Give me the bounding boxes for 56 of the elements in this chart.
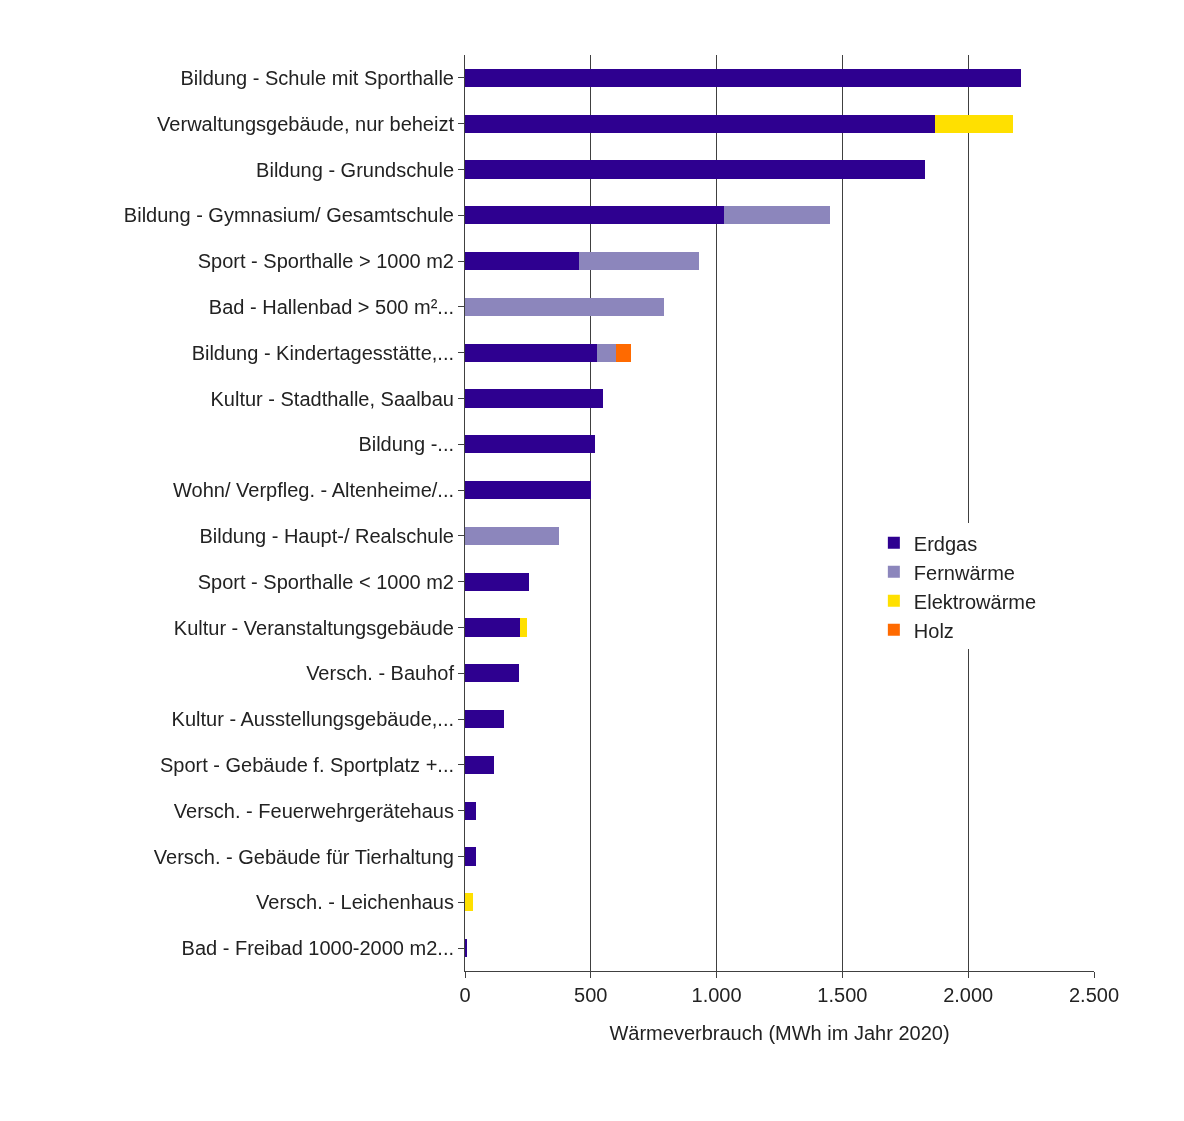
y-tick-label: Bildung - Kindertagesstätte,... xyxy=(191,341,454,364)
bar xyxy=(465,709,504,729)
x-tick-label: 1.500 xyxy=(817,984,868,1006)
y-tick-label: Bildung - Schule mit Sporthalle xyxy=(180,66,454,89)
bar xyxy=(465,618,521,637)
y-tick-label: Sport - Sporthalle > 1000 m2 xyxy=(197,250,454,273)
x-tick-label: 500 xyxy=(574,984,608,1006)
y-tick-label: Bad - Hallenbad > 500 m²... xyxy=(208,295,454,318)
legend-label: Elektrowärme xyxy=(913,590,1037,613)
y-tick-label: Kultur - Stadthalle, Saalbau xyxy=(210,387,454,410)
bar xyxy=(465,526,560,546)
bar xyxy=(465,664,520,683)
x-tick-label: 1.000 xyxy=(691,984,742,1006)
bar xyxy=(465,801,477,820)
legend-label: Fernwärme xyxy=(913,561,1015,584)
y-tick-label: Versch. - Bauhof xyxy=(306,662,455,685)
bar xyxy=(465,572,530,591)
y-tick-label: Kultur - Ausstellungsgebäude,... xyxy=(171,708,454,731)
y-tick-label: Versch. - Feuerwehrgerätehaus xyxy=(173,799,454,822)
bar xyxy=(465,297,664,317)
bar xyxy=(465,389,604,408)
bar xyxy=(465,847,477,866)
y-tick-label: Kultur - Veranstaltungsgebäude xyxy=(173,616,454,639)
bar xyxy=(465,893,473,912)
y-tick-label: Versch. - Leichenhaus xyxy=(256,891,454,914)
y-tick-label: Bildung -... xyxy=(358,433,454,456)
x-tick-label: 2.000 xyxy=(943,984,994,1006)
bar xyxy=(615,343,632,362)
y-tick-label: Sport - Gebäude f. Sportplatz +... xyxy=(159,753,454,776)
x-tick-label: 2.500 xyxy=(1068,984,1120,1006)
y-tick-label: Bildung - Grundschule xyxy=(256,158,454,181)
bar xyxy=(520,618,527,637)
bar xyxy=(579,251,699,271)
legend-label: Erdgas xyxy=(913,532,978,555)
bar xyxy=(465,160,926,179)
y-tick-label: Bildung - Gymnasium/ Gesamtschule xyxy=(123,204,454,227)
y-tick-label: Sport - Sporthalle < 1000 m2 xyxy=(197,570,454,593)
y-tick-label: Versch. - Gebäude für Tierhaltung xyxy=(153,845,454,868)
x-tick-label: 0 xyxy=(459,984,471,1006)
x-axis-title: Wärmeverbrauch (MWh im Jahr 2020) xyxy=(609,1021,950,1044)
bar xyxy=(465,68,1022,88)
bar xyxy=(465,343,598,362)
bar xyxy=(935,114,1014,133)
y-tick-label: Bad - Freibad 1000-2000 m2... xyxy=(181,937,454,960)
y-tick-label: Wohn/ Verpfleg. - Altenheime/... xyxy=(173,479,454,502)
bar xyxy=(465,114,936,133)
bar xyxy=(465,435,595,454)
bar xyxy=(465,755,494,775)
y-tick-label: Verwaltungsgebäude, nur beheizt xyxy=(157,112,455,135)
bar xyxy=(724,206,830,225)
y-tick-label: Bildung - Haupt-/ Realschule xyxy=(199,524,454,547)
bar xyxy=(465,251,580,271)
bar xyxy=(465,480,591,500)
bar xyxy=(465,206,725,225)
legend-label: Holz xyxy=(913,619,954,642)
bar xyxy=(597,343,616,362)
